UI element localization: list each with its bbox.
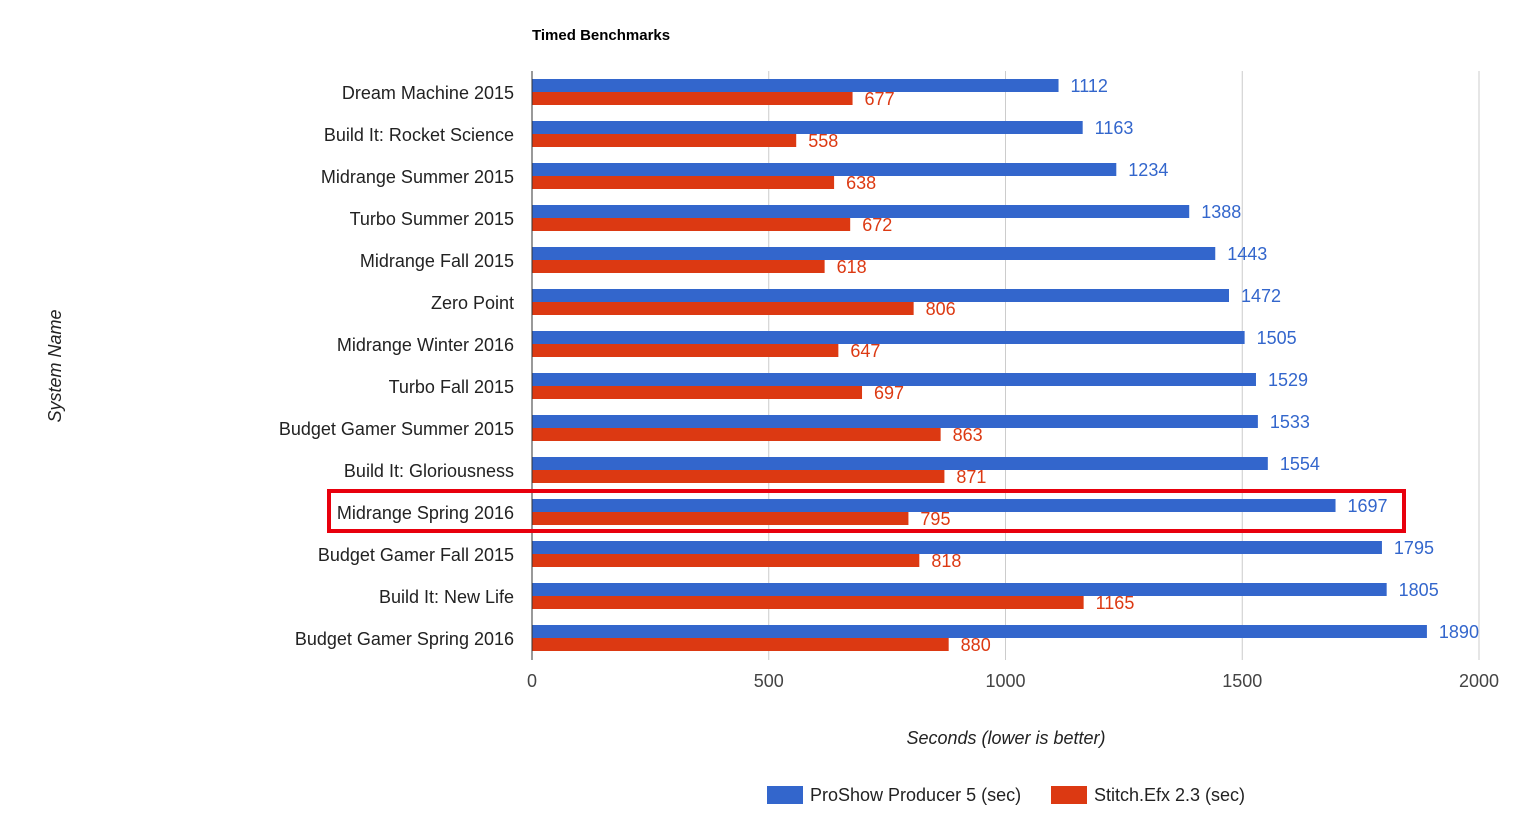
bar-stitch: [532, 470, 945, 483]
x-tick-label: 1500: [1222, 671, 1262, 691]
category-label: Zero Point: [431, 293, 514, 313]
category-label: Budget Gamer Fall 2015: [318, 545, 514, 565]
legend-item[interactable]: Stitch.Efx 2.3 (sec): [1051, 785, 1245, 805]
data-label: 1505: [1257, 328, 1297, 348]
data-label: 1234: [1128, 160, 1168, 180]
bar-proshow: [532, 289, 1229, 302]
bar-stitch: [532, 638, 949, 651]
legend-swatch: [767, 786, 803, 804]
x-tick-label: 1000: [985, 671, 1025, 691]
data-label: 818: [931, 551, 961, 571]
bar-stitch: [532, 260, 825, 273]
category-label: Build It: Gloriousness: [344, 461, 514, 481]
data-label: 795: [920, 509, 950, 529]
x-tick-label: 500: [754, 671, 784, 691]
y-axis-title: System Name: [45, 309, 65, 422]
data-label: 647: [850, 341, 880, 361]
x-tick-labels: 0 500 1000 1500 2000: [527, 671, 1499, 691]
bar-stitch: [532, 302, 914, 315]
bar-proshow: [532, 583, 1387, 596]
x-axis-title: Seconds (lower is better): [906, 728, 1105, 748]
data-label: 880: [961, 635, 991, 655]
category-label: Build It: Rocket Science: [324, 125, 514, 145]
data-label: 638: [846, 173, 876, 193]
data-label: 618: [837, 257, 867, 277]
bar-stitch: [532, 218, 851, 231]
category-label: Turbo Fall 2015: [389, 377, 514, 397]
category-label: Midrange Summer 2015: [321, 167, 514, 187]
bar-stitch: [532, 596, 1084, 609]
bar-proshow: [532, 625, 1427, 638]
data-label: 1533: [1270, 412, 1310, 432]
bar-stitch: [532, 92, 853, 105]
bar-stitch: [532, 344, 839, 357]
data-label: 1529: [1268, 370, 1308, 390]
bar-stitch: [532, 512, 909, 525]
category-label: Midrange Winter 2016: [337, 335, 514, 355]
bar-proshow: [532, 205, 1190, 218]
bar-proshow: [532, 457, 1268, 470]
category-label: Dream Machine 2015: [342, 83, 514, 103]
bar-proshow: [532, 331, 1245, 344]
bar-stitch: [532, 386, 863, 399]
bar-proshow: [532, 247, 1216, 260]
data-label: 1697: [1348, 496, 1388, 516]
grid-lines: [768, 71, 1480, 660]
data-label: 677: [865, 89, 895, 109]
data-label: 806: [926, 299, 956, 319]
data-label: 1795: [1394, 538, 1434, 558]
bar-proshow: [532, 79, 1059, 92]
category-label: Budget Gamer Summer 2015: [279, 419, 514, 439]
bar-stitch: [532, 134, 797, 147]
bar-proshow: [532, 499, 1336, 512]
data-label: 1472: [1241, 286, 1281, 306]
x-tick-label: 0: [527, 671, 537, 691]
data-label: 697: [874, 383, 904, 403]
data-label: 1890: [1439, 622, 1479, 642]
data-label: 1163: [1095, 118, 1134, 138]
data-label: 1443: [1227, 244, 1267, 264]
x-tick-label: 2000: [1459, 671, 1499, 691]
data-label: 1388: [1201, 202, 1241, 222]
bar-stitch: [532, 176, 835, 189]
data-label: 672: [862, 215, 892, 235]
category-label: Turbo Summer 2015: [350, 209, 514, 229]
data-label: 1165: [1096, 593, 1135, 613]
category-label: Midrange Spring 2016: [337, 503, 514, 523]
category-label: Build It: New Life: [379, 587, 514, 607]
data-label: 1112: [1071, 76, 1108, 96]
data-label: 1554: [1280, 454, 1320, 474]
category-label: Midrange Fall 2015: [360, 251, 514, 271]
bar-stitch: [532, 428, 941, 441]
legend-swatch: [1051, 786, 1087, 804]
data-label: 871: [956, 467, 986, 487]
highlight-box: [327, 489, 1406, 533]
category-label: Budget Gamer Spring 2016: [295, 629, 514, 649]
legend[interactable]: ProShow Producer 5 (sec) Stitch.Efx 2.3 (…: [767, 785, 1245, 805]
bar-stitch: [532, 554, 920, 567]
bar-proshow: [532, 415, 1258, 428]
bar-proshow: [532, 541, 1382, 554]
category-labels: Dream Machine 2015 Build It: Rocket Scien…: [279, 83, 514, 649]
bar-proshow: [532, 163, 1117, 176]
data-label: 863: [953, 425, 983, 445]
chart-title: Timed Benchmarks: [532, 27, 670, 44]
bar-proshow: [532, 373, 1256, 386]
data-label: 1805: [1399, 580, 1439, 600]
bars: [532, 79, 1427, 651]
legend-label: ProShow Producer 5 (sec): [810, 785, 1021, 805]
legend-label: Stitch.Efx 2.3 (sec): [1094, 785, 1245, 805]
data-label: 558: [808, 131, 838, 151]
legend-item[interactable]: ProShow Producer 5 (sec): [767, 785, 1021, 805]
data-labels: 1112 677 1163 558 1234 638 1388 672 1443 618 1472 8…: [808, 76, 1479, 655]
bar-proshow: [532, 121, 1083, 134]
